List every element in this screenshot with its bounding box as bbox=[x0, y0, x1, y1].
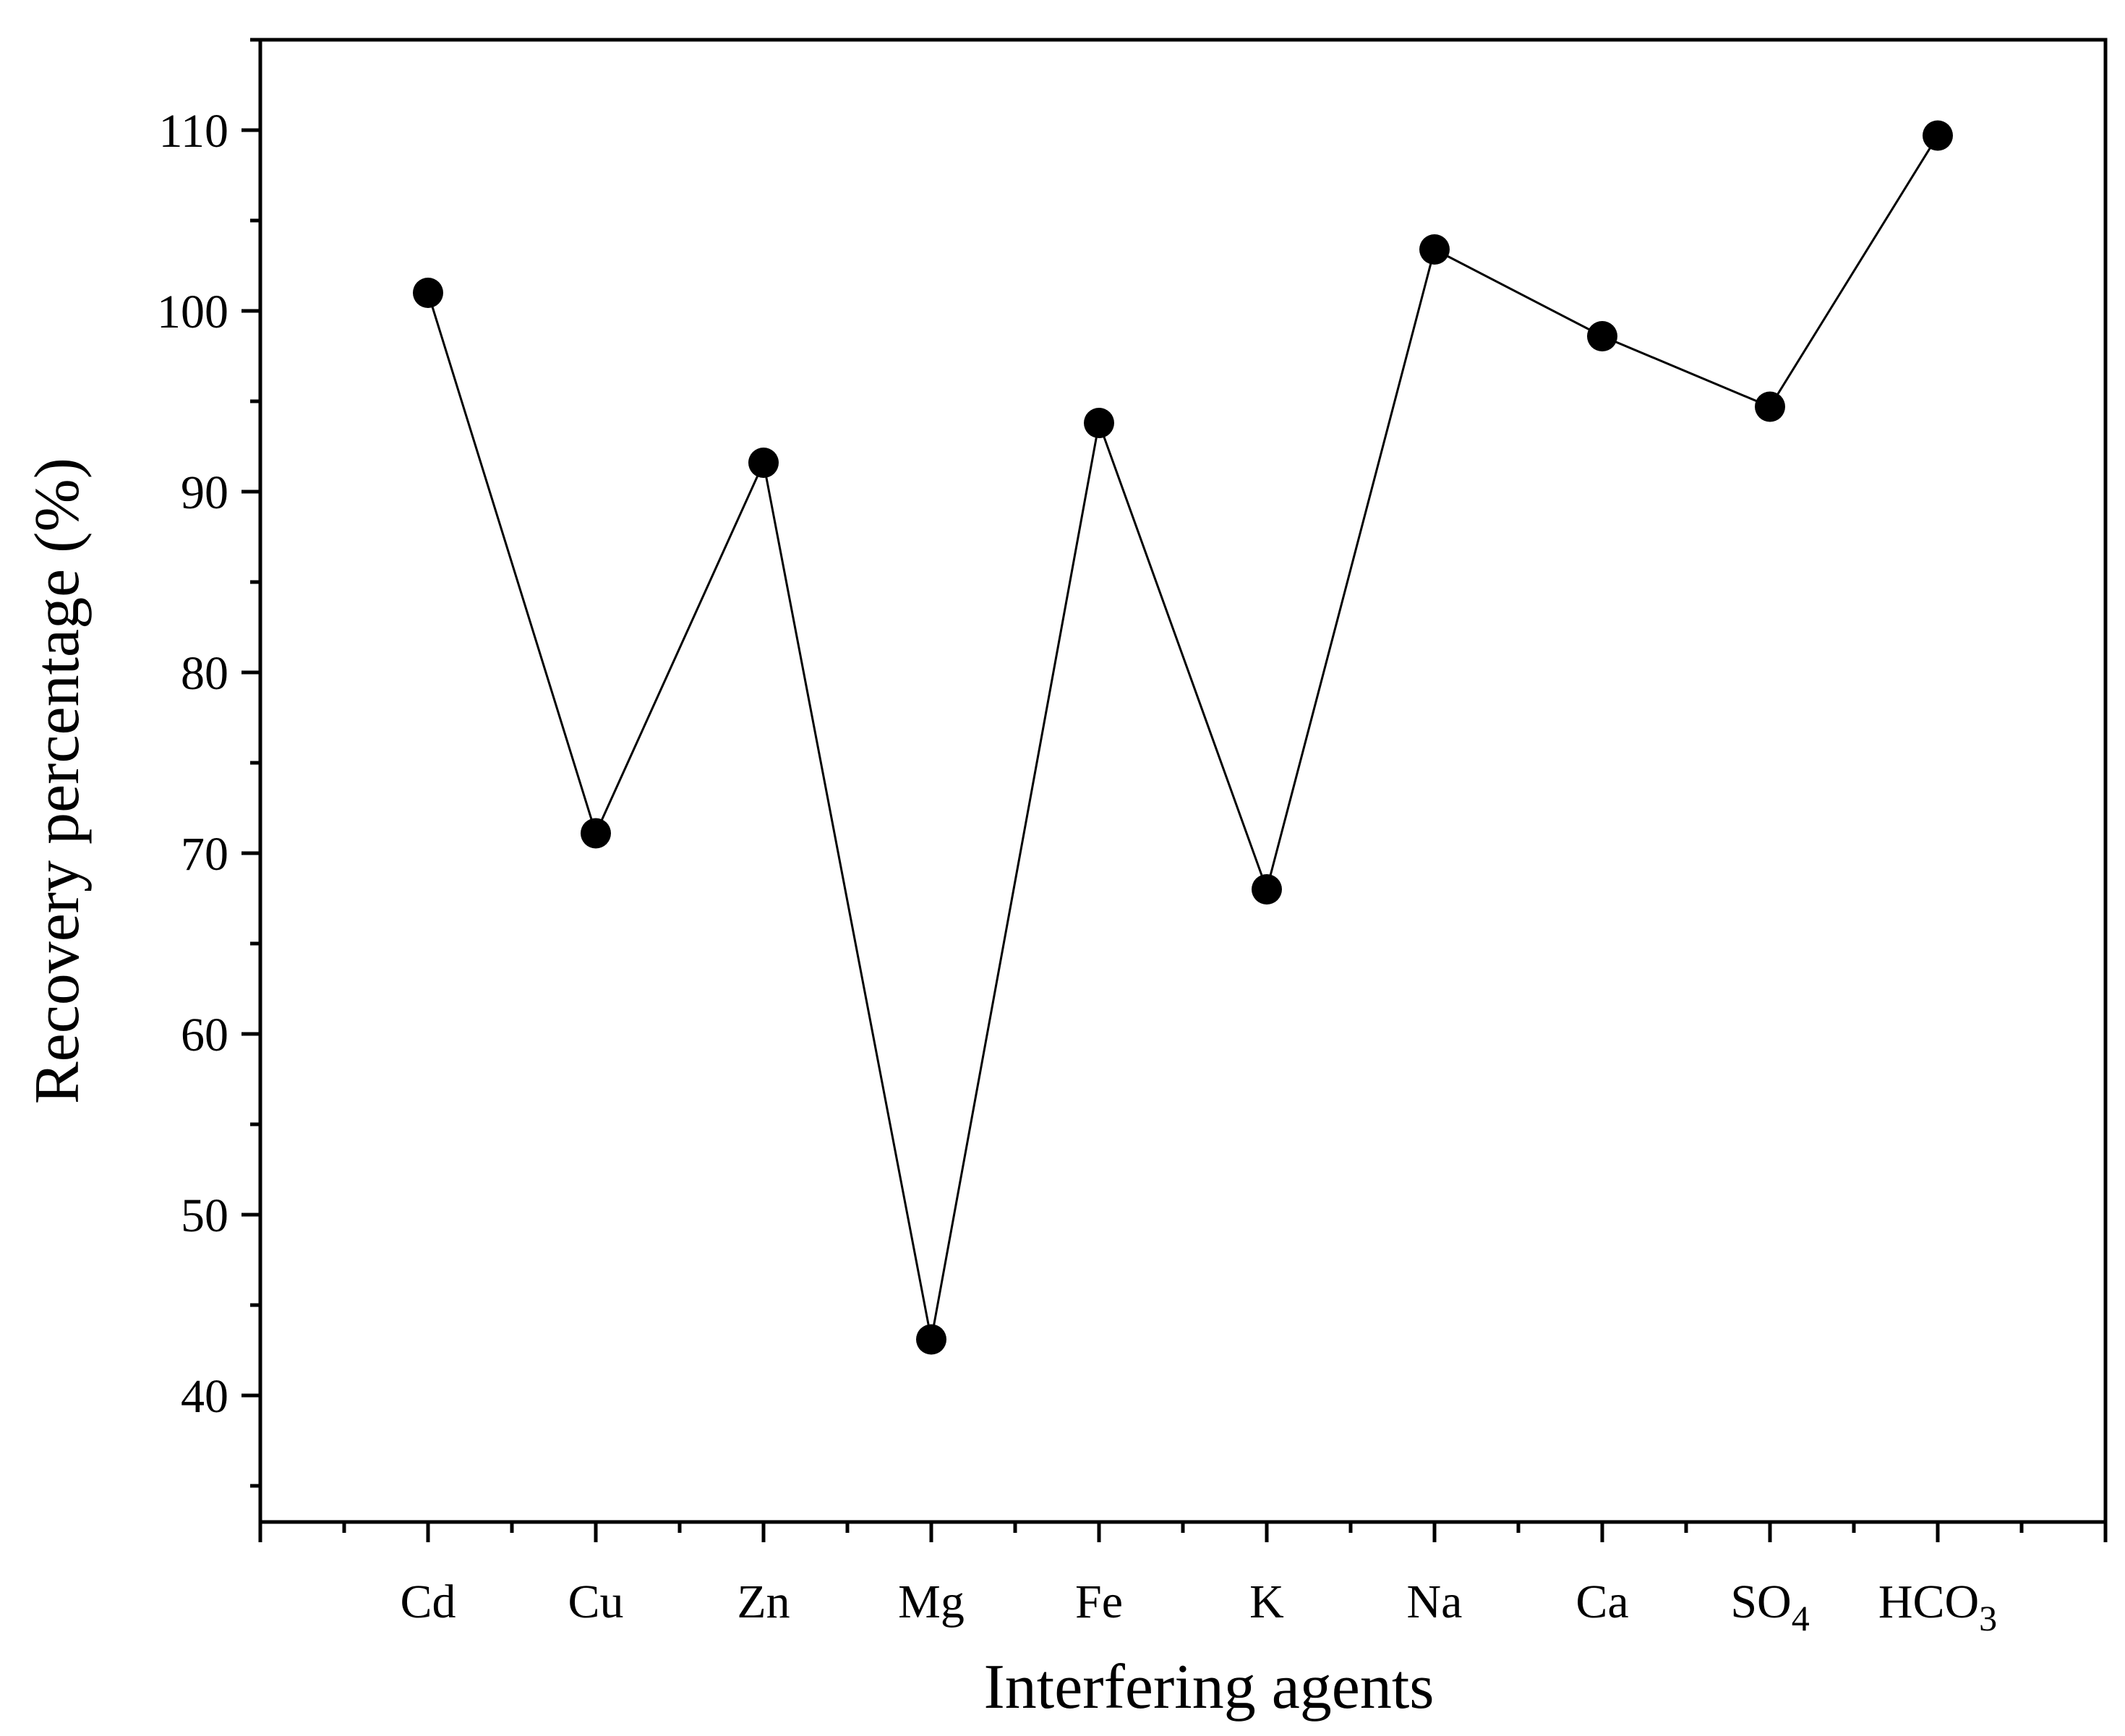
data-point-mg bbox=[916, 1324, 946, 1355]
x-tick-label: SO4 bbox=[1730, 1575, 1809, 1638]
x-tick-label: Na bbox=[1407, 1575, 1463, 1628]
series-layer bbox=[413, 120, 1953, 1355]
x-tick-label: K bbox=[1249, 1575, 1284, 1628]
x-tick-label: Mg bbox=[898, 1575, 965, 1628]
x-tick-label: HCO3 bbox=[1878, 1575, 1997, 1638]
y-axis-title: Recovery percentage (%) bbox=[22, 458, 93, 1104]
x-tick-label: Fe bbox=[1075, 1575, 1123, 1628]
x-tick-label: Zn bbox=[737, 1575, 790, 1628]
plot-frame bbox=[258, 38, 2108, 1524]
y-tick-label: 80 bbox=[181, 647, 228, 700]
data-point-k bbox=[1252, 874, 1282, 905]
x-axis-ticks: Cd Cu Zn Mg Fe K Na Ca SO4 HCO3 bbox=[258, 1522, 2108, 1638]
x-tick-label: Ca bbox=[1575, 1575, 1628, 1628]
data-point-ca bbox=[1587, 321, 1617, 351]
data-point-hco3 bbox=[1923, 120, 1953, 151]
x-tick-label: Cd bbox=[400, 1575, 456, 1628]
data-point-zn bbox=[748, 448, 779, 478]
series-line bbox=[427, 134, 1939, 1340]
data-point-na bbox=[1419, 234, 1450, 265]
y-tick-label: 90 bbox=[181, 466, 228, 519]
y-tick-label: 70 bbox=[181, 828, 228, 881]
y-tick-label: 40 bbox=[181, 1370, 228, 1423]
y-axis-ticks: 40 50 60 70 80 90 100 110 bbox=[157, 38, 260, 1488]
y-tick-label: 60 bbox=[181, 1009, 228, 1061]
x-tick-label: Cu bbox=[568, 1575, 623, 1628]
y-tick-label: 50 bbox=[181, 1189, 228, 1242]
y-tick-label: 100 bbox=[157, 286, 228, 338]
data-point-cd bbox=[413, 278, 443, 308]
data-point-cu bbox=[581, 818, 611, 849]
data-point-fe bbox=[1084, 408, 1114, 438]
y-tick-label: 110 bbox=[158, 105, 228, 158]
x-axis-title: Interfering agents bbox=[983, 1652, 1434, 1722]
data-point-so4 bbox=[1755, 391, 1785, 422]
